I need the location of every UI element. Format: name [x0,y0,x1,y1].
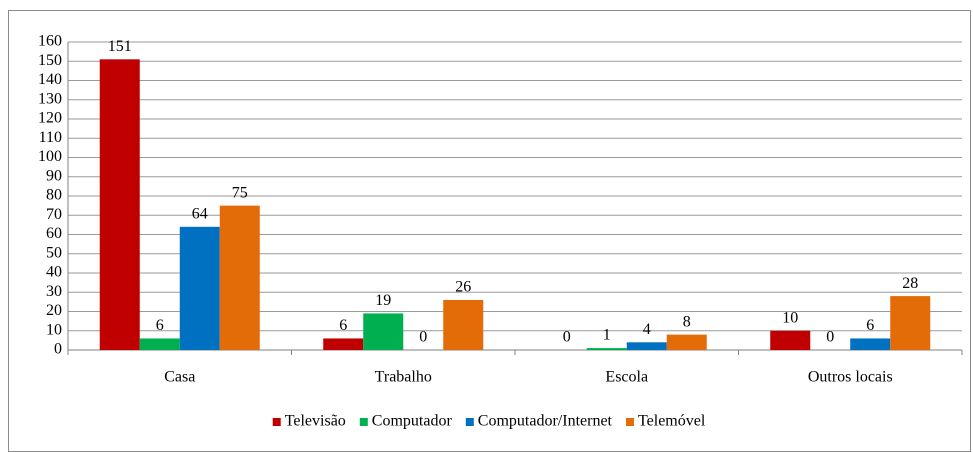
bar [666,334,707,350]
y-tick-label: 100 [38,148,62,165]
data-label: 6 [156,317,164,334]
bar [139,338,180,350]
data-label: 6 [866,317,874,334]
legend-swatch [465,418,474,426]
bar [770,330,811,350]
x-tick-label: Casa [164,369,195,386]
legend-label: Televisão [285,413,346,430]
x-tick-label: Escola [605,369,648,386]
y-tick-label: 160 [38,33,62,50]
bar [363,313,404,350]
legend-label: Telemóvel [638,413,706,430]
bar [443,299,484,350]
bar [850,338,891,350]
bar [890,296,931,350]
data-label: 19 [375,292,391,309]
data-label: 10 [782,309,798,326]
legend-swatch [625,418,634,426]
legend-label: Computador/Internet [478,413,613,430]
data-label: 28 [902,275,918,292]
legend-swatch [272,418,281,426]
data-label: 4 [643,321,651,338]
bar [323,338,364,350]
data-label: 0 [826,329,834,346]
y-tick-label: 40 [46,264,62,281]
chart-frame [8,10,971,452]
y-tick-label: 0 [54,341,62,358]
y-tick-label: 70 [46,206,62,223]
y-tick-label: 80 [46,187,62,204]
y-tick-label: 150 [38,52,62,69]
y-tick-label: 130 [38,90,62,107]
bar [586,348,627,350]
y-tick-label: 120 [38,110,62,127]
bar [99,59,140,350]
y-tick-label: 10 [46,321,62,338]
data-label: 0 [419,329,427,346]
legend-label: Computador [372,413,453,430]
y-tick-label: 140 [38,71,62,88]
x-tick-label: Trabalho [375,369,432,386]
y-tick-label: 110 [39,129,62,146]
bar [219,205,260,350]
data-label: 0 [563,329,571,346]
data-label: 1 [603,327,611,344]
y-tick-label: 90 [46,167,62,184]
x-tick-label: Outros locais [808,369,893,386]
y-tick-label: 30 [46,283,62,300]
data-label: 151 [108,38,132,55]
data-label: 26 [455,279,471,296]
y-tick-label: 50 [46,244,62,261]
data-label: 6 [339,317,347,334]
data-label: 8 [683,313,691,330]
y-tick-label: 20 [46,302,62,319]
data-label: 75 [232,184,248,201]
bar [179,226,220,350]
legend-swatch [359,418,368,426]
bar [626,342,667,350]
data-label: 64 [192,205,208,222]
y-tick-label: 60 [46,225,62,242]
